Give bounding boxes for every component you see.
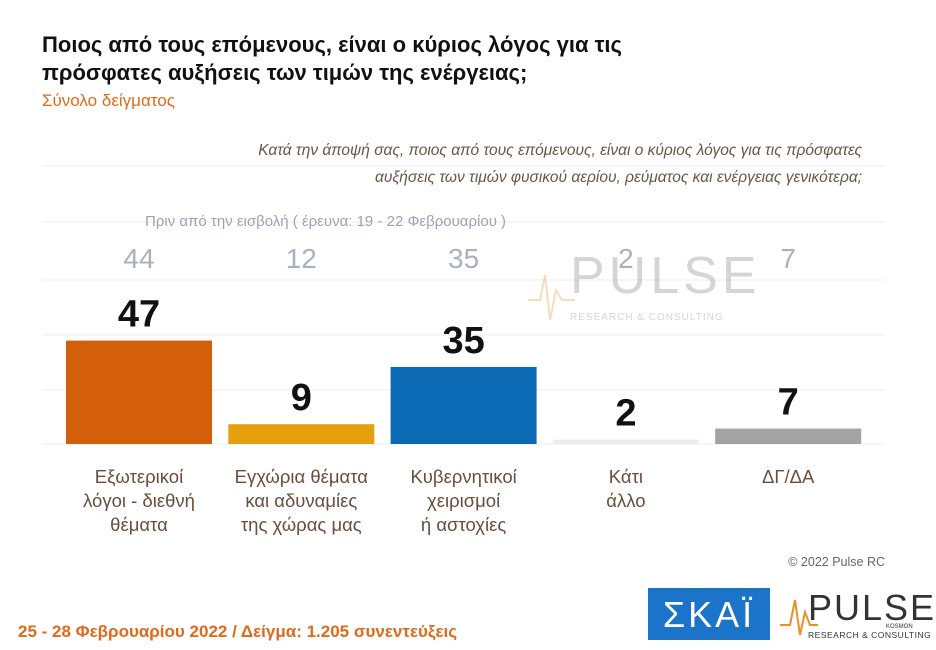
x-tick-label: Εξωτερικοί xyxy=(95,466,183,487)
x-tick-label: χειρισμοί xyxy=(427,490,500,511)
channel-logo xyxy=(648,588,770,640)
question: Κατά την άποψή σας, ποιος από τους επόμε… xyxy=(258,142,862,159)
footer: 25 - 28 Φεβρουαρίου 2022 / Δείγμα: 1.205… xyxy=(18,622,457,641)
x-tick-label: Εγχώρια θέματα xyxy=(235,466,369,487)
previous-value: 44 xyxy=(123,243,154,274)
x-tick-label: ΔΓ/ΔΑ xyxy=(762,466,815,487)
pulse-tagline: RESEARCH & CONSULTING xyxy=(808,630,931,640)
pulse-logo: PULSE xyxy=(808,587,936,628)
previous-label: Πριν από την εισβολή ( έρευνα: 19 - 22 Φ… xyxy=(145,213,506,230)
bar xyxy=(66,340,212,444)
pulse-mark: KOSMON xyxy=(886,624,913,630)
value-label: 7 xyxy=(778,382,799,424)
previous-value: 12 xyxy=(286,243,317,274)
bar xyxy=(228,424,375,444)
value-label: 2 xyxy=(615,393,636,435)
watermark-tagline: RESEARCH & CONSULTING xyxy=(570,312,724,323)
chart-title: Ποιος από τους επόμενους, είναι ο κύριος… xyxy=(42,32,622,57)
x-tick-label: Κυβερνητικοί xyxy=(410,466,516,487)
value-label: 47 xyxy=(118,294,160,336)
watermark-icon xyxy=(528,274,575,321)
copyright: © 2022 Pulse RC xyxy=(788,555,885,569)
chart-subtitle: Σύνολο δείγματος xyxy=(42,91,175,110)
x-tick-label: θέματα xyxy=(110,514,168,535)
x-tick-label: της χώρας μας xyxy=(241,514,362,535)
previous-value: 7 xyxy=(780,243,796,274)
chart-title: πρόσφατες αυξήσεις των τιμών της ενέργει… xyxy=(42,60,527,85)
x-tick-label: και αδυναμίες xyxy=(245,490,357,511)
x-tick-label: ή αστοχίες xyxy=(421,514,506,535)
value-label: 35 xyxy=(442,320,484,362)
x-tick-label: λόγοι - διεθνή xyxy=(83,490,195,511)
x-tick-label: Κάτι xyxy=(609,466,643,487)
bar xyxy=(552,439,699,444)
question: αυξήσεις των τιμών φυσικού αερίου, ρεύμα… xyxy=(375,169,862,186)
bar xyxy=(390,367,537,444)
value-label: 9 xyxy=(291,377,312,419)
pulse-icon xyxy=(780,599,818,636)
channel-logo-text: ΣΚΑΪ xyxy=(663,594,755,635)
previous-value: 35 xyxy=(448,243,479,274)
x-tick-label: άλλο xyxy=(606,490,645,511)
previous-value: 2 xyxy=(618,243,634,274)
watermark-text: PULSE xyxy=(570,247,761,305)
watermark: PULSE RESEARCH & CONSULTING xyxy=(528,247,761,323)
bar xyxy=(715,428,862,444)
